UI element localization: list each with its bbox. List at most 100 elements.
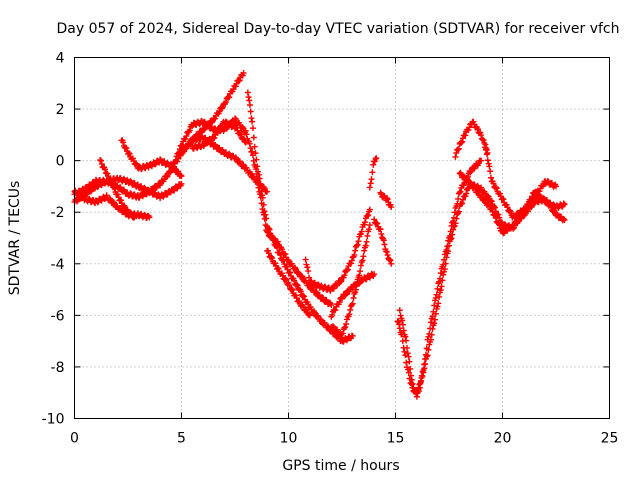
data-point bbox=[289, 287, 296, 294]
data-point bbox=[257, 181, 264, 188]
data-point bbox=[399, 321, 406, 328]
data-point bbox=[421, 365, 428, 372]
data-point bbox=[388, 260, 395, 267]
data-point bbox=[453, 215, 460, 222]
data-point bbox=[438, 283, 445, 290]
data-point bbox=[367, 180, 374, 187]
data-point bbox=[369, 169, 376, 176]
series-track-11 bbox=[264, 247, 313, 319]
data-point bbox=[357, 268, 364, 275]
data-point bbox=[484, 192, 491, 199]
data-point bbox=[251, 143, 258, 150]
data-point bbox=[225, 94, 232, 101]
data-point bbox=[434, 303, 441, 310]
data-point bbox=[370, 161, 377, 168]
data-point bbox=[478, 132, 485, 139]
data-point bbox=[274, 265, 281, 272]
data-point bbox=[492, 214, 499, 221]
x-tick-label: 0 bbox=[70, 431, 79, 447]
y-tick-label: -8 bbox=[51, 360, 65, 376]
data-point bbox=[532, 193, 539, 200]
data-point bbox=[212, 115, 219, 122]
data-point bbox=[483, 151, 490, 158]
data-point bbox=[402, 333, 409, 340]
data-point bbox=[519, 209, 526, 216]
data-point bbox=[452, 220, 459, 227]
data-point bbox=[485, 193, 492, 200]
data-point bbox=[218, 124, 225, 131]
data-point bbox=[416, 381, 423, 388]
data-point bbox=[431, 302, 438, 309]
data-point bbox=[364, 212, 371, 219]
data-point bbox=[164, 173, 171, 180]
data-point bbox=[442, 260, 449, 267]
data-point bbox=[441, 266, 448, 273]
data-point bbox=[371, 216, 378, 223]
data-point bbox=[449, 231, 456, 238]
y-tick-label: 0 bbox=[56, 154, 65, 170]
data-point bbox=[501, 221, 508, 228]
data-point bbox=[553, 210, 560, 217]
data-point bbox=[381, 241, 388, 248]
data-point bbox=[404, 344, 411, 351]
data-point bbox=[293, 281, 300, 288]
data-point bbox=[186, 127, 193, 134]
data-point bbox=[259, 206, 266, 213]
data-point bbox=[454, 146, 461, 153]
data-point bbox=[344, 266, 351, 273]
data-point bbox=[490, 180, 497, 187]
data-point bbox=[450, 226, 457, 233]
data-point bbox=[141, 211, 148, 218]
data-point bbox=[445, 248, 452, 255]
data-point bbox=[293, 295, 300, 302]
data-point bbox=[383, 195, 390, 202]
data-point bbox=[353, 242, 360, 249]
data-point bbox=[489, 208, 496, 215]
data-point bbox=[105, 173, 112, 180]
data-point bbox=[368, 176, 375, 183]
data-point bbox=[157, 182, 164, 189]
series-track-5 bbox=[118, 137, 185, 180]
x-tick-label: 5 bbox=[177, 431, 186, 447]
data-point bbox=[429, 325, 436, 332]
data-point bbox=[366, 206, 373, 213]
x-tick-label: 15 bbox=[387, 431, 405, 447]
data-point bbox=[366, 222, 373, 229]
data-point bbox=[128, 211, 135, 218]
data-point bbox=[246, 101, 253, 108]
data-point bbox=[178, 180, 185, 187]
data-point bbox=[488, 198, 495, 205]
data-point bbox=[264, 228, 271, 235]
data-point bbox=[348, 260, 355, 267]
data-point bbox=[432, 316, 439, 323]
series-track-20 bbox=[452, 118, 491, 160]
data-point bbox=[183, 145, 190, 152]
data-point bbox=[462, 132, 469, 139]
data-point bbox=[435, 300, 442, 307]
data-point bbox=[474, 188, 481, 195]
data-points bbox=[71, 69, 568, 400]
data-point bbox=[148, 187, 155, 194]
data-point bbox=[287, 269, 294, 276]
x-tick-label: 20 bbox=[494, 431, 512, 447]
data-point bbox=[114, 191, 121, 198]
data-point bbox=[499, 195, 506, 202]
data-point bbox=[400, 327, 407, 334]
series-track-18 bbox=[394, 157, 485, 397]
data-point bbox=[146, 214, 153, 221]
data-point bbox=[397, 312, 404, 319]
data-point bbox=[248, 115, 255, 122]
series-track-19 bbox=[396, 179, 568, 400]
data-point bbox=[341, 324, 348, 331]
data-point bbox=[254, 163, 261, 170]
data-point bbox=[246, 97, 253, 104]
data-point bbox=[240, 69, 247, 76]
data-point bbox=[432, 294, 439, 301]
data-point bbox=[298, 272, 305, 279]
data-point bbox=[272, 260, 279, 267]
data-point bbox=[429, 313, 436, 320]
data-point bbox=[317, 316, 324, 323]
data-point bbox=[182, 135, 189, 142]
data-point bbox=[126, 150, 133, 157]
data-point bbox=[561, 216, 568, 223]
